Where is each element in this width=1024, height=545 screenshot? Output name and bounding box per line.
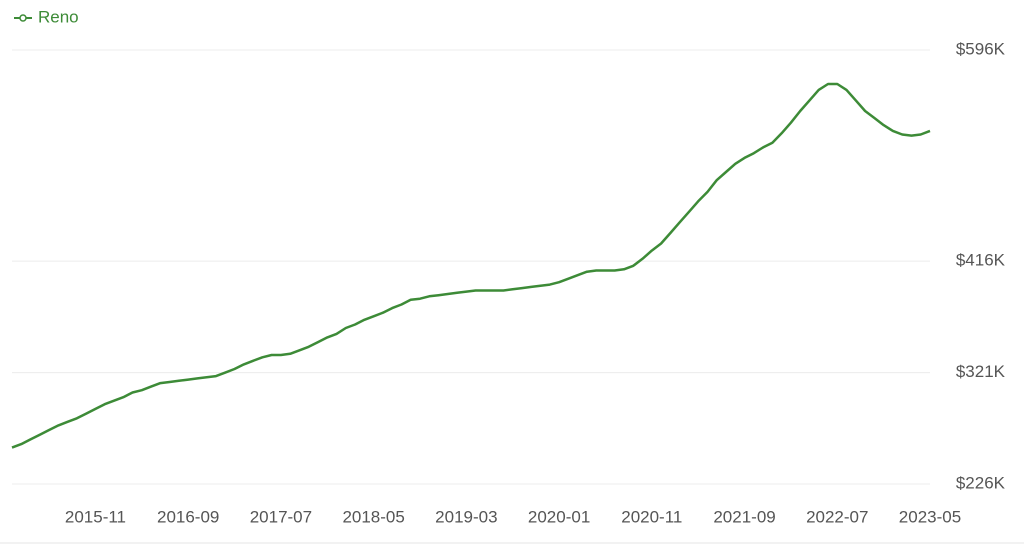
legend-label: Reno bbox=[38, 7, 79, 26]
x-tick-label: 2015-11 bbox=[65, 507, 126, 526]
x-tick-label: 2019-03 bbox=[435, 507, 497, 526]
x-tick-label: 2022-07 bbox=[806, 507, 868, 526]
x-tick-label: 2017-07 bbox=[250, 507, 312, 526]
legend-marker bbox=[19, 14, 27, 22]
x-tick-label: 2018-05 bbox=[342, 507, 404, 526]
x-tick-label: 2016-09 bbox=[157, 507, 219, 526]
series-line bbox=[11, 82, 931, 449]
x-tick-label: 2020-01 bbox=[528, 507, 590, 526]
y-tick-label: $226K bbox=[956, 473, 1006, 492]
y-tick-label: $596K bbox=[956, 39, 1006, 58]
x-tick-label: 2020-11 bbox=[621, 507, 682, 526]
x-tick-label: 2021-09 bbox=[713, 507, 775, 526]
legend: Reno bbox=[14, 7, 79, 26]
y-tick-label: $321K bbox=[956, 362, 1006, 381]
y-tick-label: $416K bbox=[956, 251, 1006, 270]
x-tick-label: 2023-05 bbox=[899, 507, 961, 526]
